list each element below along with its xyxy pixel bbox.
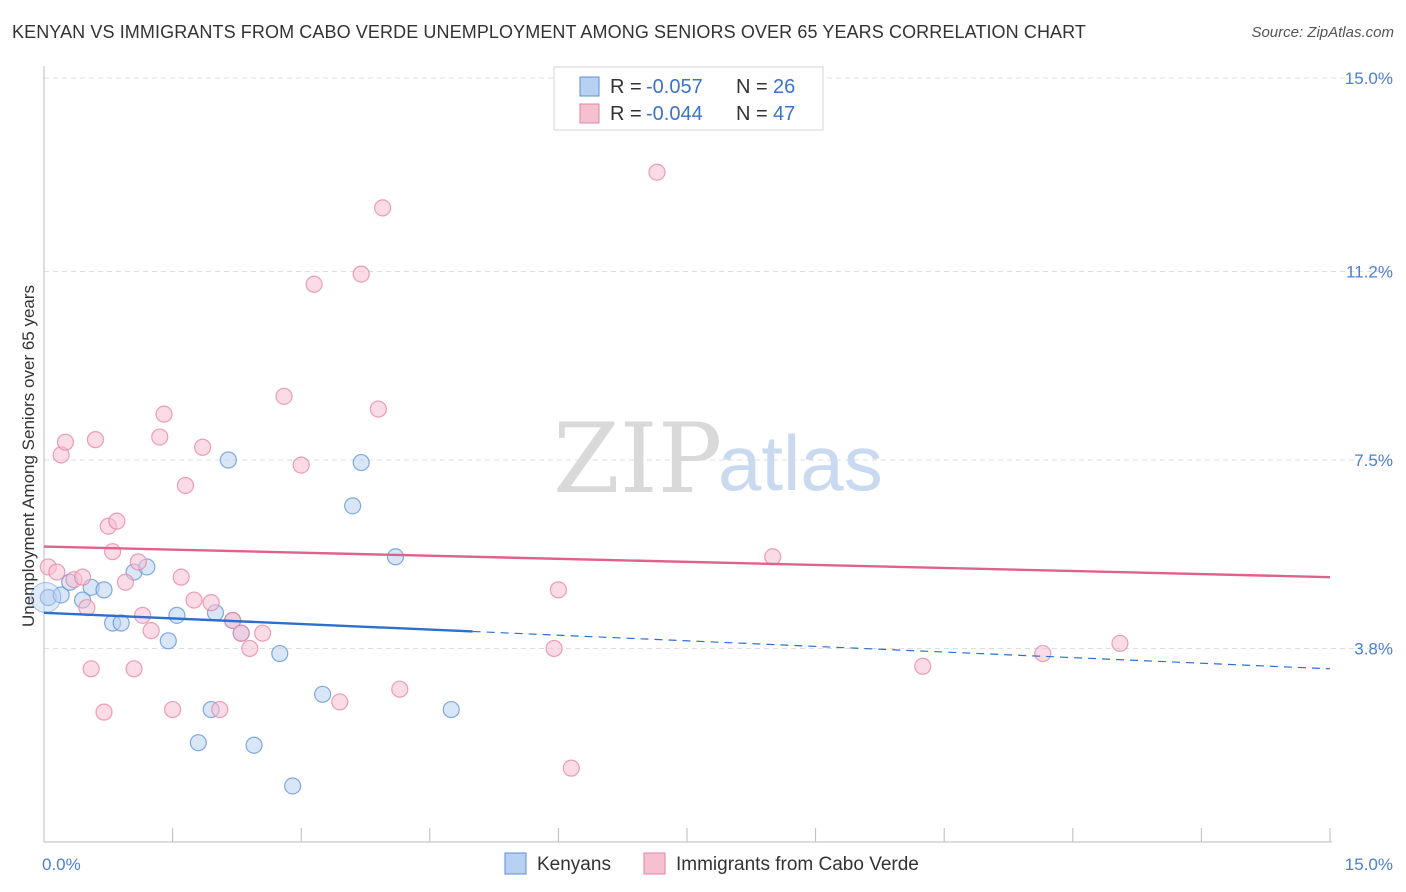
- data-point-s1-41: [562, 759, 580, 777]
- y-tick-label-0: 3.8%: [1354, 639, 1393, 658]
- data-point-s1-19: [155, 405, 173, 423]
- data-point-s0-24: [442, 700, 460, 719]
- bottom-legend-swatch-1: [643, 852, 666, 875]
- legend-r-value-0: -0.057: [646, 76, 703, 98]
- trend-line-solid-0: [43, 611, 473, 633]
- data-point-s1-40: [549, 581, 568, 599]
- data-point-s1-33: [305, 275, 323, 293]
- data-point-s0-17: [245, 736, 263, 754]
- data-point-s0-22: [352, 453, 370, 472]
- legend-r-value-1: -0.044: [646, 103, 703, 125]
- legend-r-label-1: R =: [610, 103, 642, 125]
- data-points: [30, 163, 1129, 795]
- data-point-s1-37: [374, 199, 392, 217]
- x-tick-label-1: 15.0%: [1345, 855, 1393, 874]
- data-point-s1-43: [764, 548, 782, 566]
- trend-lines: [43, 545, 1331, 670]
- legend-n-value-1: 47: [773, 103, 795, 125]
- data-point-s0-25: [219, 451, 237, 469]
- data-point-s1-30: [254, 624, 272, 642]
- data-point-s1-16: [133, 606, 152, 624]
- y-tick-label-3: 15.0%: [1345, 69, 1393, 88]
- data-point-s0-18: [271, 644, 289, 663]
- legend-box: R = -0.057 N = 26 R = -0.044 N = 47: [553, 66, 824, 131]
- data-point-s1-45: [1034, 644, 1052, 663]
- legend-n-label-1: N =: [736, 103, 768, 125]
- data-point-s1-14: [125, 660, 143, 678]
- data-point-s0-10: [159, 632, 177, 650]
- y-tick-label-1: 7.5%: [1354, 451, 1393, 470]
- data-point-s1-38: [391, 680, 409, 698]
- chart-title: KENYAN VS IMMIGRANTS FROM CABO VERDE UNE…: [12, 22, 1087, 42]
- data-point-s0-12: [189, 734, 207, 752]
- data-point-s1-31: [275, 387, 293, 405]
- data-point-s1-25: [202, 594, 220, 612]
- data-point-s1-39: [545, 639, 563, 658]
- data-point-s1-34: [331, 693, 349, 711]
- data-point-s1-7: [82, 660, 100, 678]
- data-point-s0-1: [52, 586, 70, 604]
- data-point-s1-26: [211, 700, 229, 719]
- axes: [43, 66, 1332, 843]
- y-axis-label: Unemployment Among Seniors over 65 years: [19, 285, 38, 627]
- data-point-s0-11: [168, 606, 186, 624]
- data-point-s1-8: [86, 431, 105, 449]
- data-point-s1-11: [103, 543, 122, 561]
- bottom-legend-label-1: Immigrants from Cabo Verde: [676, 854, 919, 875]
- y-tick-labels: 3.8% 7.5% 11.2% 15.0%: [1345, 69, 1393, 658]
- trend-line-dashed-0: [472, 630, 1331, 670]
- data-point-s1-18: [151, 428, 169, 446]
- source-label: Source: ZipAtlas.com: [1251, 24, 1394, 41]
- data-point-s1-36: [369, 400, 387, 418]
- data-point-s1-35: [352, 265, 370, 283]
- data-point-s1-21: [172, 568, 190, 586]
- data-point-s1-22: [176, 476, 195, 495]
- data-point-s1-3: [56, 433, 75, 451]
- data-point-s1-1: [48, 563, 66, 581]
- y-tick-label-2: 11.2%: [1346, 263, 1393, 282]
- data-point-s1-9: [95, 703, 113, 721]
- watermark: ZIP atlas: [553, 403, 883, 515]
- bottom-legend-label-0: Kenyans: [537, 854, 611, 875]
- data-point-s1-29: [241, 639, 259, 658]
- data-point-s1-12: [108, 512, 126, 530]
- x-tick-label-0: 0.0%: [42, 855, 81, 874]
- legend-swatch-0: [579, 76, 600, 97]
- legend-swatch-1: [579, 103, 600, 124]
- data-point-s0-23: [386, 548, 405, 566]
- x-tick-labels: 0.0% 15.0%: [42, 855, 1393, 874]
- data-point-s1-32: [292, 456, 310, 474]
- data-point-s0-20: [314, 685, 332, 703]
- data-point-s1-5: [73, 568, 92, 586]
- data-point-s0-19: [284, 777, 302, 795]
- data-point-s1-44: [914, 657, 932, 675]
- data-point-s1-42: [648, 163, 666, 181]
- trend-line-solid-1: [43, 545, 1331, 579]
- data-point-s0-5: [95, 581, 113, 599]
- data-point-s1-28: [232, 624, 250, 642]
- watermark-atlas: atlas: [718, 419, 883, 507]
- data-point-s1-15: [129, 553, 147, 571]
- bottom-legend-swatch-0: [504, 852, 527, 875]
- data-point-s1-46: [1111, 634, 1129, 652]
- data-point-s1-20: [164, 700, 182, 719]
- data-point-s1-13: [116, 573, 135, 591]
- legend-n-value-0: 26: [773, 76, 795, 98]
- bottom-legend: Kenyans Immigrants from Cabo Verde: [504, 852, 919, 875]
- data-point-s1-23: [185, 591, 203, 609]
- data-point-s1-24: [194, 438, 212, 456]
- watermark-zip: ZIP: [553, 403, 722, 515]
- legend-r-label-0: R =: [610, 76, 642, 98]
- data-point-s1-17: [142, 622, 160, 640]
- data-point-s0-21: [344, 497, 362, 515]
- legend-n-label-0: N =: [736, 76, 768, 98]
